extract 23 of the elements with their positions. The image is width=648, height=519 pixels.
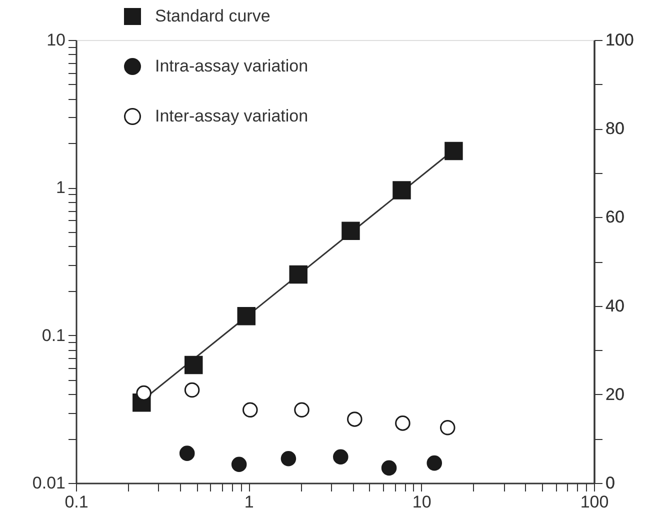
- x-tick-label: 100: [580, 492, 609, 512]
- legend-label: Inter-assay variation: [155, 106, 308, 126]
- point: [392, 181, 411, 200]
- point: [237, 306, 256, 326]
- y2-tick-label: 0: [606, 474, 615, 492]
- y2-tick-label: 20: [606, 384, 624, 404]
- point: [289, 265, 308, 284]
- y-tick-label: 0.01: [32, 474, 66, 492]
- y2-tick-label: 60: [606, 208, 624, 227]
- point: [444, 142, 463, 160]
- legend-label: Intra-assay variation: [155, 56, 308, 76]
- x-tick-label: 0.1: [64, 492, 88, 512]
- x-tick-label: 10: [412, 492, 432, 512]
- legend-label: Standard curve: [155, 6, 270, 26]
- y2-tick-label: 100: [606, 30, 634, 50]
- y-tick-label: 0.1: [42, 326, 66, 345]
- y2-tick-label: 40: [606, 296, 624, 316]
- y-tick-label: 10: [46, 30, 66, 50]
- x-tick-label: 1: [244, 492, 254, 512]
- point: [342, 222, 360, 240]
- y-tick-label: 1: [56, 178, 66, 198]
- y2-tick-label: 80: [606, 119, 624, 138]
- point: [184, 356, 203, 374]
